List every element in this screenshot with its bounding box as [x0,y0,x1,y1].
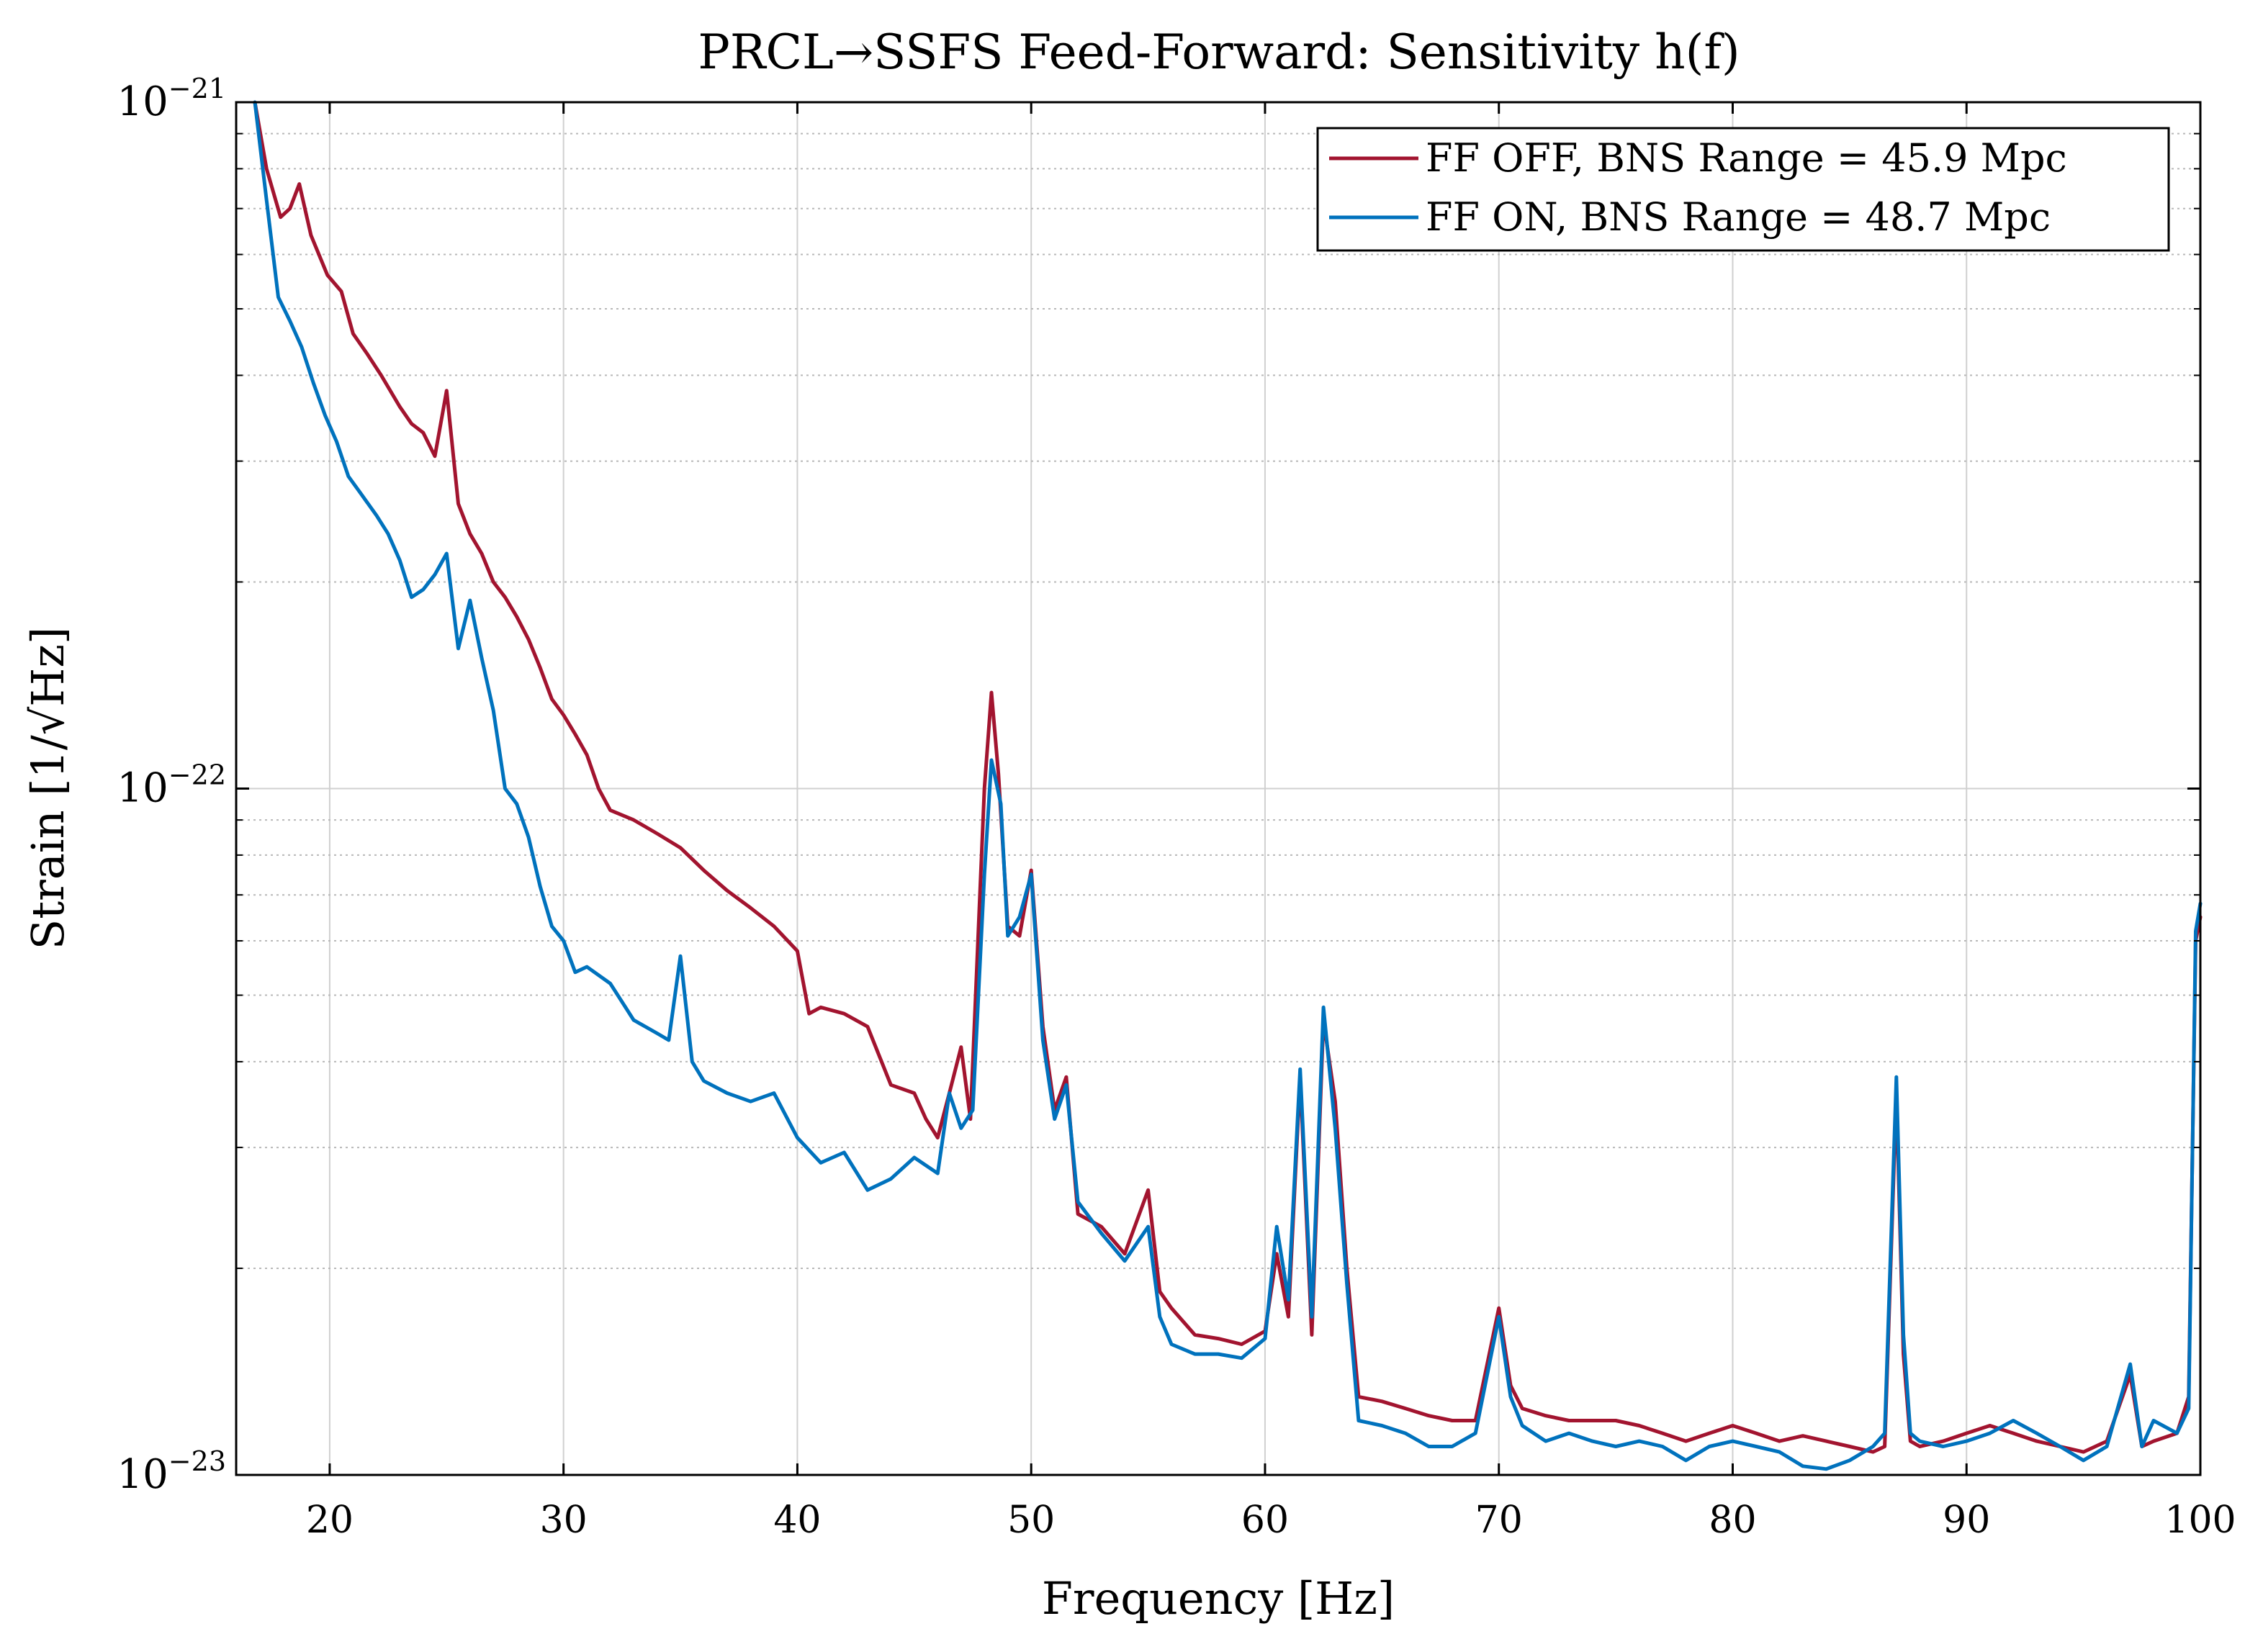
x-tick-label: 60 [1241,1499,1289,1542]
x-tick-label: 40 [773,1499,821,1542]
chart-title: PRCL→SSFS Feed-Forward: Sensitivity h(f) [698,24,1740,80]
y-tick-label: 10−23 [117,1445,226,1498]
x-tick-label: 50 [1007,1499,1055,1542]
data-series [253,100,2203,1471]
legend-label-ff-off: FF OFF, BNS Range = 45.9 Mpc [1426,135,2067,181]
legend: FF OFF, BNS Range = 45.9 Mpc FF ON, BNS … [1316,127,2170,252]
x-tick-label: 80 [1709,1499,1756,1542]
y-axis-label: Strain [1/√Hz] [22,627,74,949]
axis-ticks: 20 30 40 50 60 70 80 90 100 10−23 10−22 10−21 [117,73,2236,1542]
legend-label-ff-on: FF ON, BNS Range = 48.7 Mpc [1426,194,2051,240]
x-axis-label: Frequency [Hz] [1042,1572,1395,1625]
y-tick-label: 10−21 [117,73,226,125]
legend-box [1316,127,2170,252]
x-tick-label: 100 [2164,1499,2236,1542]
series-line-ff-off [253,100,2203,1454]
x-tick-label: 90 [1943,1499,1990,1542]
x-tick-label: 30 [540,1499,588,1542]
series-line-ff-on [253,100,2203,1471]
y-tick-label: 10−22 [117,759,226,812]
x-tick-label: 20 [306,1499,354,1542]
x-tick-label: 70 [1475,1499,1523,1542]
